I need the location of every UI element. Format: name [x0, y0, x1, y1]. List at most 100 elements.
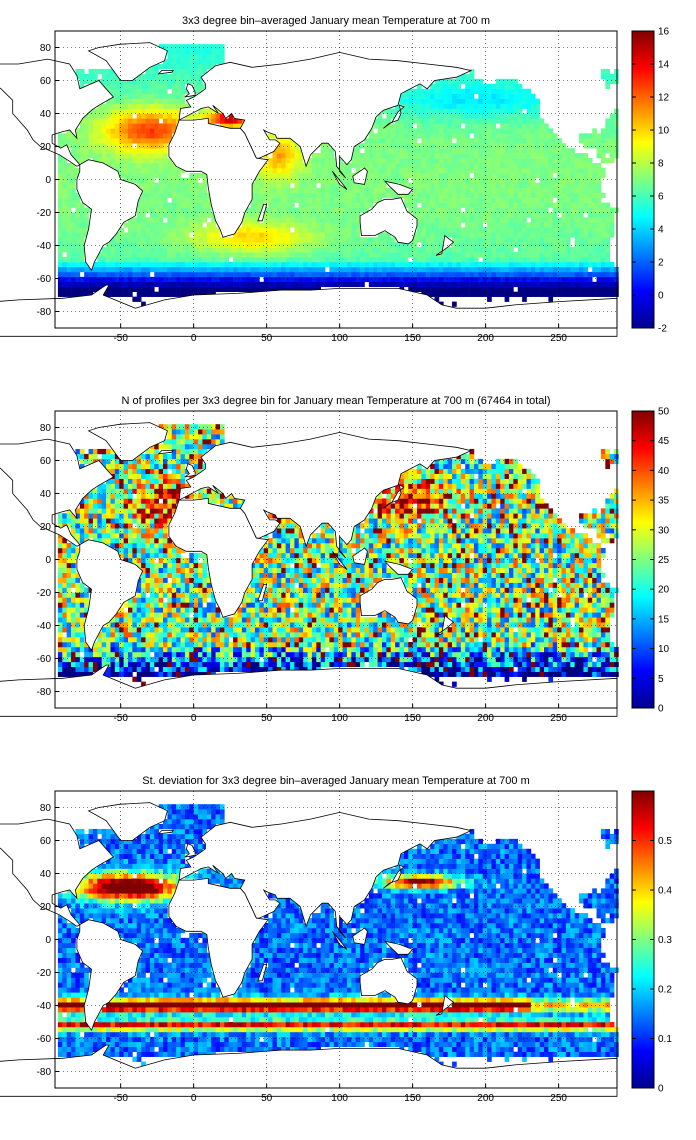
- heat-cell: [460, 103, 466, 109]
- heat-cell: [75, 262, 81, 268]
- heat-cell: [364, 207, 370, 213]
- heat-cell: [132, 646, 138, 653]
- heat-cell: [127, 523, 133, 529]
- heat-cell: [92, 508, 98, 514]
- heat-cell: [373, 276, 378, 283]
- heat-cell: [469, 153, 475, 159]
- heat-cell: [390, 271, 396, 278]
- heat-cell: [206, 242, 212, 248]
- heat-cell: [561, 197, 567, 203]
- heat-cell: [456, 108, 462, 114]
- heat-cell: [110, 533, 116, 539]
- heat-cell: [189, 44, 194, 50]
- heat-cell: [211, 64, 216, 70]
- heat-cell: [163, 182, 168, 189]
- heat-cell: [425, 113, 431, 119]
- heat-cell: [377, 266, 383, 273]
- heat-cell: [600, 222, 606, 228]
- heat-cell: [434, 202, 440, 208]
- heat-cell: [141, 83, 146, 90]
- heat-cell: [421, 197, 427, 203]
- heat-cell: [325, 237, 330, 243]
- heat-cell: [381, 262, 387, 268]
- heat-cell: [342, 222, 348, 228]
- heat-cell: [333, 167, 339, 174]
- heat-cell: [469, 266, 475, 273]
- heat-cell: [254, 242, 260, 248]
- heat-cell: [600, 133, 606, 139]
- heat-cell: [460, 88, 466, 94]
- heat-cell: [127, 597, 133, 603]
- heat-cell: [75, 68, 81, 75]
- heat-cell: [522, 271, 527, 278]
- heat-cell: [57, 671, 63, 677]
- heat-cell: [145, 93, 151, 99]
- heat-cell: [587, 138, 593, 144]
- heat-cell: [171, 262, 177, 268]
- heat-cell: [66, 671, 72, 677]
- heat-cell: [456, 83, 462, 90]
- heat-cell: [237, 266, 243, 273]
- heat-cell: [184, 276, 190, 283]
- heat-cell: [110, 73, 116, 80]
- heat-cell: [88, 523, 94, 529]
- heat-cell: [495, 192, 501, 198]
- heat-cell: [579, 207, 584, 213]
- heat-cell: [66, 577, 72, 583]
- heat-cell: [465, 163, 470, 169]
- heat-cell: [106, 83, 111, 90]
- heat-cell: [504, 172, 510, 179]
- heat-cell: [211, 222, 216, 228]
- heat-cell: [487, 202, 492, 208]
- heat-cell: [149, 661, 155, 668]
- heat-cell: [368, 187, 374, 193]
- heat-cell: [79, 612, 85, 618]
- heat-cell: [557, 172, 562, 179]
- heat-cell: [163, 163, 168, 169]
- heat-cell: [574, 217, 580, 223]
- heat-cell: [110, 538, 116, 544]
- heat-cell: [434, 103, 440, 109]
- heat-cell: [114, 286, 120, 292]
- heat-cell: [522, 252, 527, 258]
- heat-cell: [390, 177, 396, 184]
- heat-cell: [605, 252, 610, 258]
- heat-cell: [57, 597, 63, 603]
- heat-cell: [579, 167, 584, 174]
- heat-cell: [548, 291, 554, 297]
- heat-cell: [158, 197, 164, 203]
- profiles-panel: N of profiles per 3x3 degree bin for Jan…: [0, 380, 696, 760]
- heat-cell: [469, 158, 475, 164]
- heat-cell: [561, 247, 567, 253]
- heat-cell: [500, 118, 505, 124]
- heat-cell: [390, 276, 396, 283]
- heat-cell: [469, 182, 475, 189]
- heat-cell: [75, 133, 81, 139]
- heat-cell: [303, 197, 308, 203]
- heat-cell: [504, 237, 510, 243]
- heat-cell: [290, 237, 295, 243]
- heat-cell: [491, 266, 497, 273]
- heat-cell: [395, 281, 400, 288]
- heat-cell: [75, 167, 81, 174]
- heat-cell: [79, 286, 85, 292]
- heat-cell: [66, 262, 72, 268]
- heat-cell: [408, 158, 413, 164]
- heat-cell: [285, 286, 291, 292]
- heat-cell: [526, 257, 532, 263]
- heat-cell: [141, 523, 146, 529]
- heat-cell: [438, 158, 444, 164]
- heat-cell: [163, 212, 168, 218]
- heat-cell: [84, 148, 89, 154]
- heat-cell: [583, 158, 589, 164]
- heat-cell: [412, 98, 418, 104]
- heat-cell: [478, 83, 483, 90]
- heat-cell: [136, 671, 142, 677]
- heat-cell: [110, 276, 116, 283]
- heat-cell: [79, 242, 85, 248]
- heat-cell: [469, 177, 475, 184]
- heat-cell: [132, 172, 138, 179]
- heat-cell: [149, 108, 155, 114]
- heat-cell: [79, 207, 85, 213]
- heat-cell: [154, 182, 159, 189]
